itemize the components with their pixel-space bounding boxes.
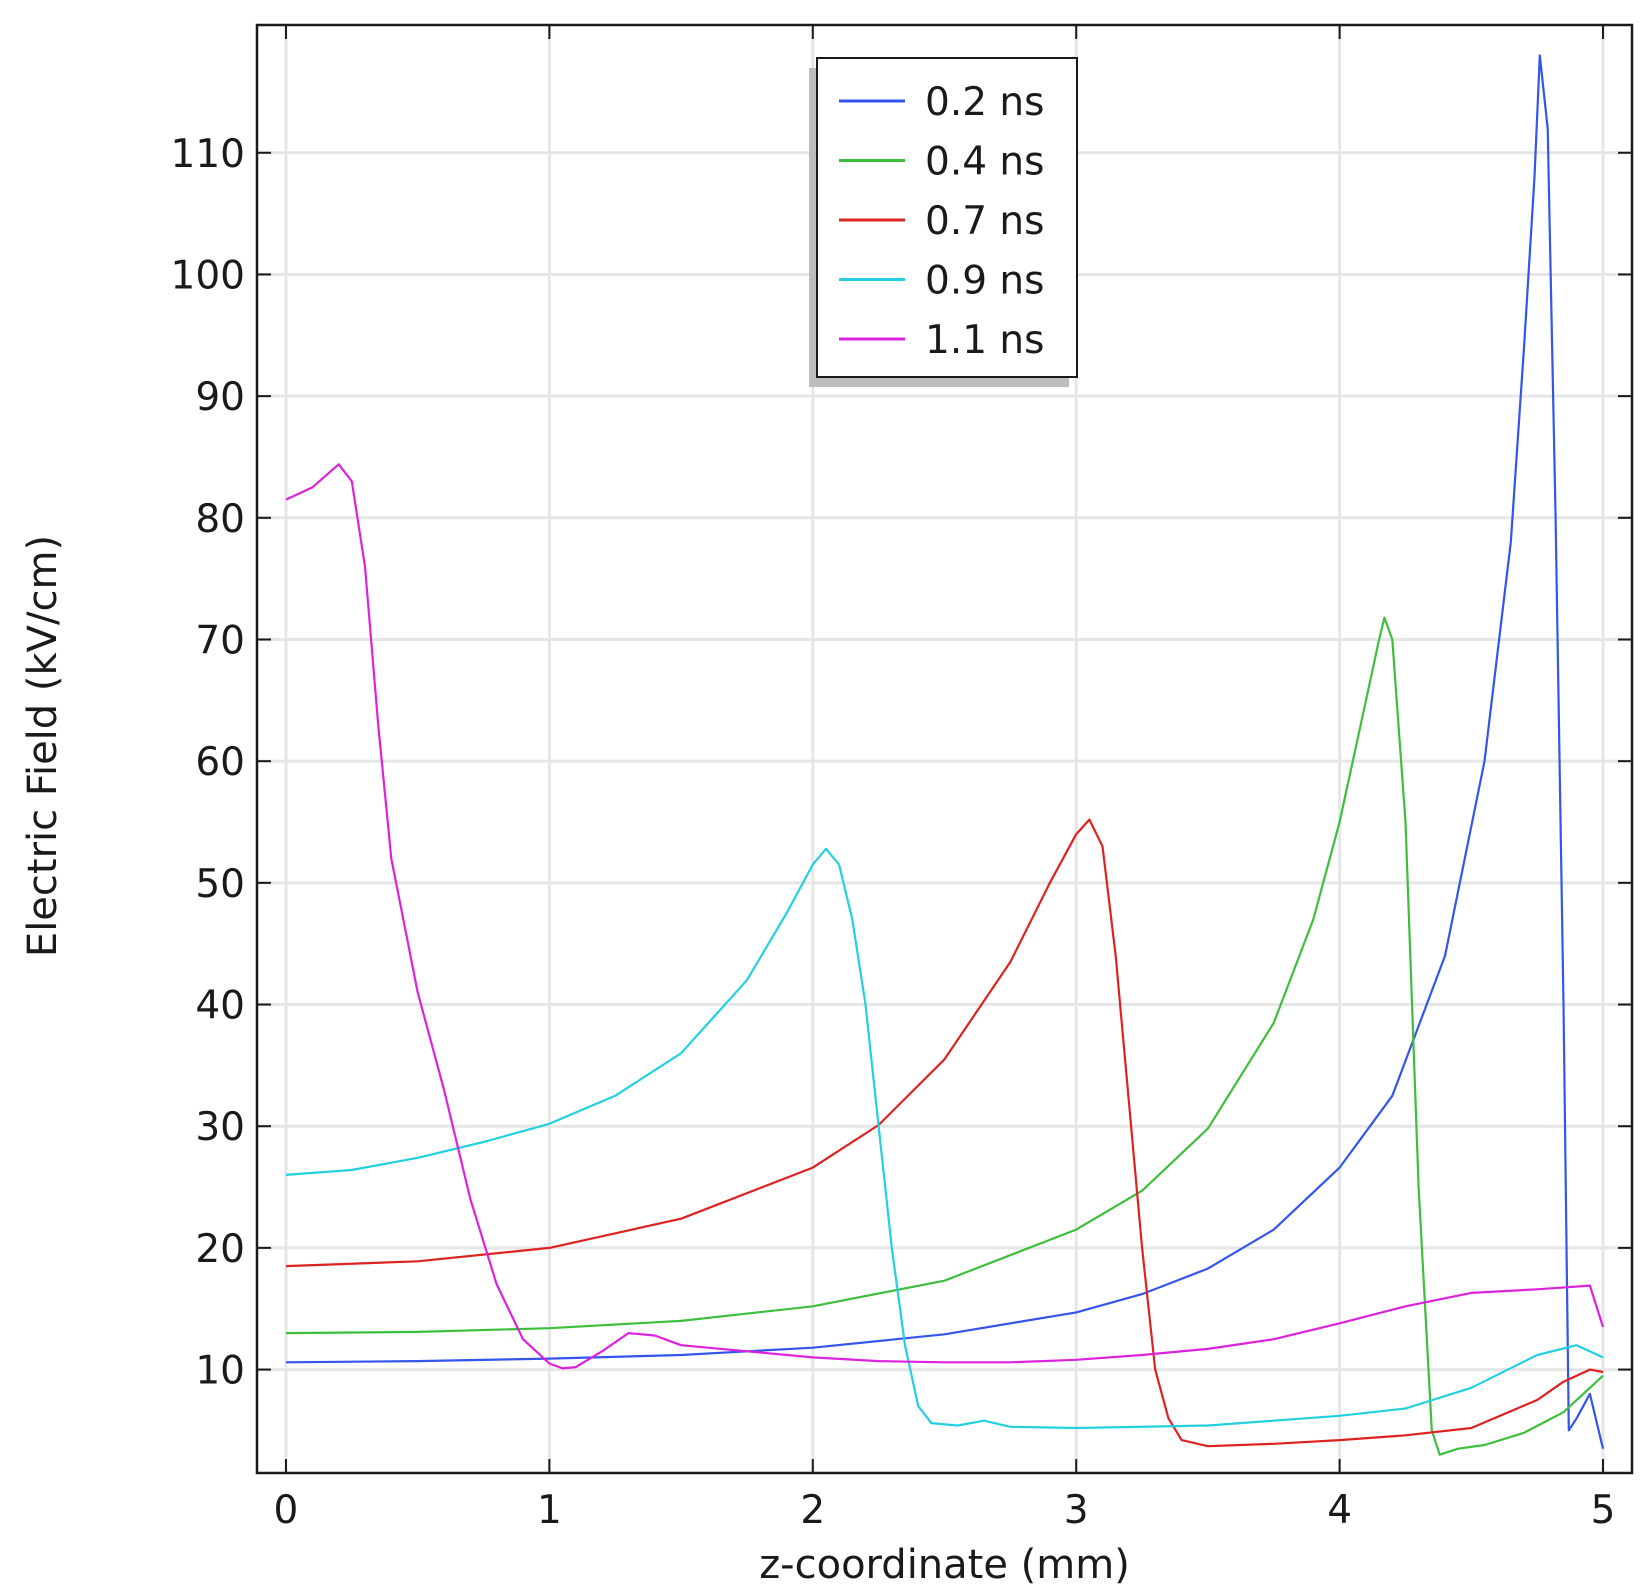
series-line-0-9-ns xyxy=(285,847,1604,1430)
y-tick-label: 30 xyxy=(195,1105,245,1150)
series-line-1-1-ns xyxy=(285,463,1605,1370)
legend-box xyxy=(816,57,1078,378)
series-line-0-2-ns xyxy=(285,54,1605,1449)
y-tick-label: 40 xyxy=(195,984,245,1029)
x-tick-label: 0 xyxy=(274,1488,299,1533)
y-tick-label: 60 xyxy=(195,740,245,785)
legend-label: 0.7 ns xyxy=(925,199,1044,244)
legend: 0.2 ns 0.4 ns 0.7 ns 0.9 ns 1.1 ns xyxy=(809,57,1078,387)
x-axis-title: z-coordinate (mm) xyxy=(759,1542,1130,1588)
y-tick-label: 100 xyxy=(171,253,245,298)
x-tick-label: 1 xyxy=(537,1488,562,1533)
y-tick-label: 80 xyxy=(195,497,245,542)
legend-label: 0.9 ns xyxy=(925,259,1044,304)
y-tick-label: 90 xyxy=(195,375,245,420)
x-tick-label: 4 xyxy=(1327,1488,1352,1533)
x-tick-label: 2 xyxy=(800,1488,825,1533)
legend-label: 0.4 ns xyxy=(925,140,1044,185)
legend-label: 1.1 ns xyxy=(925,318,1044,363)
y-tick-label: 110 xyxy=(171,132,245,177)
axis-ticks xyxy=(257,25,1632,1473)
axis-tick-labels: 0 1 2 3 4 5 10 20 30 40 50 60 70 80 90 100 110 xyxy=(171,132,1616,1533)
x-tick-label: 3 xyxy=(1064,1488,1089,1533)
y-tick-label: 50 xyxy=(195,862,245,907)
series-line-0-7-ns xyxy=(285,818,1604,1448)
y-axis-title: Electric Field (kV/cm) xyxy=(20,535,66,957)
legend-label: 0.2 ns xyxy=(925,80,1044,125)
plot-series xyxy=(285,54,1605,1456)
plot-frame xyxy=(255,23,1634,1475)
y-tick-label: 20 xyxy=(195,1227,245,1272)
y-tick-label: 10 xyxy=(195,1349,245,1394)
y-tick-label: 70 xyxy=(195,618,245,663)
series-line-0-4-ns xyxy=(285,616,1604,1456)
x-tick-label: 5 xyxy=(1591,1488,1616,1533)
